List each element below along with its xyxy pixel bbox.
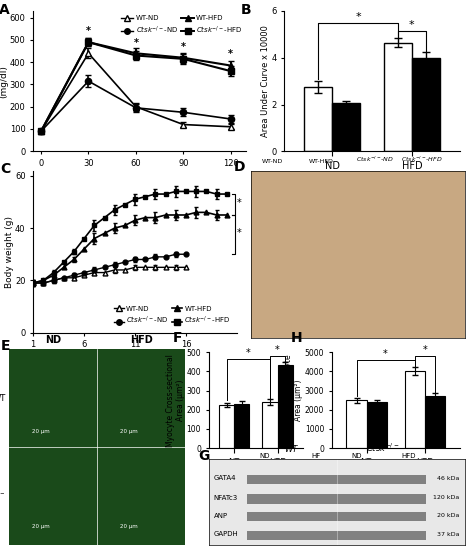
Text: *: * [409,20,415,30]
Text: HFD: HFD [401,453,415,459]
Text: WT: WT [284,446,297,454]
Text: *: * [133,38,138,48]
Bar [384,42,412,151]
Text: ND: ND [45,336,62,345]
Text: G: G [198,449,210,463]
Text: *: * [86,26,91,36]
Y-axis label: Isolated Cardiomyocyte
Area (μm²): Isolated Cardiomyocyte Area (μm²) [284,355,303,446]
Text: 46 kDa: 46 kDa [437,476,459,481]
Bar [219,405,235,448]
Text: GAPDH: GAPDH [214,531,238,537]
Text: *: * [422,345,427,355]
X-axis label: Time (weeks): Time (weeks) [105,355,165,364]
Y-axis label: Area Under Curve x 10000: Area Under Curve x 10000 [261,25,270,137]
Bar [263,402,277,448]
Bar [367,402,387,448]
Text: 20 μm: 20 μm [32,524,50,529]
Text: ANP: ANP [214,513,228,519]
Text: ND: ND [352,453,362,459]
Text: HF: HF [311,453,321,459]
Text: 120 kDa: 120 kDa [433,495,459,500]
Text: *: * [246,348,251,358]
Text: $Ctsk^{-/-}$: $Ctsk^{-/-}$ [366,442,399,454]
Bar [277,365,292,448]
Legend: WT-ND, $Ctsk^{-/-}$-ND, WT-HFD, $Ctsk^{-/-}$-HFD: WT-ND, $Ctsk^{-/-}$-ND, WT-HFD, $Ctsk^{-… [111,303,234,329]
FancyBboxPatch shape [247,512,426,521]
Text: *: * [383,349,388,359]
Text: ND: ND [260,453,270,459]
Y-axis label: Myocyte Cross-sectional
Area (μm²): Myocyte Cross-sectional Area (μm²) [165,354,185,447]
Text: WT-ND: WT-ND [262,159,283,164]
Y-axis label: Body weight (g): Body weight (g) [5,216,14,288]
Text: 20 μm: 20 μm [120,429,137,434]
Text: HFD: HFD [130,336,152,345]
Text: B: B [240,3,251,16]
Text: H: H [291,331,302,345]
Text: 20 μm: 20 μm [120,524,137,529]
Bar [304,87,332,151]
FancyBboxPatch shape [247,475,426,484]
Text: *: * [237,228,242,238]
Text: $Ctsk^{-/-}$-HFD: $Ctsk^{-/-}$-HFD [401,155,443,164]
Text: 37 kDa: 37 kDa [437,532,459,537]
Text: *: * [275,345,280,355]
Text: NFATc3: NFATc3 [214,494,238,500]
Text: 20 μm: 20 μm [32,429,50,434]
Text: F: F [173,331,182,345]
Bar [404,371,425,448]
Text: *: * [228,49,233,59]
Text: *: * [356,12,361,21]
Text: WT-HFD: WT-HFD [309,159,334,164]
Text: A: A [0,3,10,16]
Bar [425,396,445,448]
Bar [412,58,440,151]
Text: C: C [0,162,11,177]
Text: GATA4: GATA4 [214,475,236,481]
Text: *: * [237,198,242,208]
Text: $Ctsk^{-/-}$: $Ctsk^{-/-}$ [0,490,6,502]
Text: 20 kDa: 20 kDa [437,513,459,518]
Text: *: * [181,42,186,52]
Y-axis label: Blood Glucose
(mg/dl): Blood Glucose (mg/dl) [0,49,8,113]
Bar [332,103,360,151]
Legend: WT-ND, $Ctsk^{-/-}$-ND, WT-HFD, $Ctsk^{-/-}$-HFD: WT-ND, $Ctsk^{-/-}$-ND, WT-HFD, $Ctsk^{-… [120,14,243,37]
X-axis label: Time after glucose challenge (min): Time after glucose challenge (min) [66,173,213,183]
Text: D: D [234,161,246,174]
Bar [235,404,249,448]
Bar [346,400,367,448]
FancyBboxPatch shape [247,494,426,504]
Text: E: E [0,339,10,354]
FancyBboxPatch shape [247,531,426,540]
Text: WT: WT [0,394,6,403]
Text: $Ctsk^{-/-}$-ND: $Ctsk^{-/-}$-ND [356,155,394,164]
